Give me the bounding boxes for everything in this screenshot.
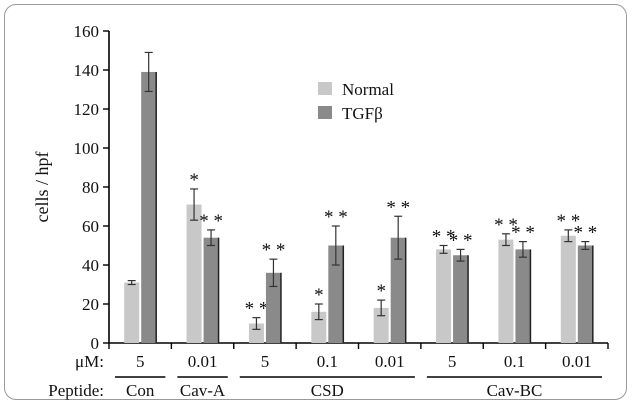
- dose-row-label: μM:: [75, 352, 104, 371]
- y-tick-label: 140: [74, 61, 100, 80]
- bar: [390, 237, 406, 343]
- legend-swatch: [318, 106, 332, 119]
- dose-label: 0.01: [188, 352, 218, 371]
- y-tick-label: 100: [74, 139, 100, 158]
- peptide-label: Cav-BC: [487, 381, 543, 400]
- significance-label: * *: [449, 230, 473, 251]
- significance-label: * *: [324, 207, 348, 228]
- significance-label: * *: [432, 227, 456, 248]
- bar: [515, 249, 531, 343]
- bar: [577, 245, 593, 343]
- bar: [436, 249, 452, 343]
- significance-label: *: [376, 281, 386, 302]
- peptide-label: CSD: [311, 381, 344, 400]
- dose-label: 0.01: [375, 352, 405, 371]
- dose-label: 0.1: [317, 352, 338, 371]
- y-tick-label: 0: [91, 334, 100, 353]
- bar: [373, 307, 389, 343]
- y-tick-label: 60: [82, 217, 99, 236]
- legend-label: TGFβ: [342, 104, 383, 123]
- x-annotations: μM: 5 0.01 5 0.1 0.01 5 0.1 0.01 Peptide: Con Cav-A…: [48, 352, 602, 400]
- significance-label: *: [314, 285, 324, 306]
- dose-label: 0.01: [562, 352, 592, 371]
- legend: Normal TGFβ: [318, 80, 394, 123]
- significance-label: * *: [494, 215, 518, 236]
- y-tick-label: 40: [82, 256, 99, 275]
- dose-label: 5: [448, 352, 457, 371]
- significance-label: * *: [573, 223, 597, 244]
- significance-label: * *: [386, 197, 410, 218]
- bar: [498, 239, 514, 343]
- bar: [141, 71, 157, 343]
- bar: [328, 245, 344, 343]
- significance-label: * *: [199, 211, 223, 232]
- y-tick-label: 80: [82, 178, 99, 197]
- significance-label: * *: [262, 240, 286, 261]
- bars: ** ** ** *** *** ** ** ** ** ** ** *: [124, 51, 597, 343]
- significance-label: * *: [245, 299, 269, 320]
- legend-swatch: [318, 82, 332, 95]
- peptide-label: Cav-A: [180, 381, 226, 400]
- significance-label: * *: [511, 223, 535, 244]
- bar: [186, 204, 202, 343]
- legend-label: Normal: [342, 80, 394, 99]
- y-tick-label: 120: [74, 100, 100, 119]
- dose-label: 5: [261, 352, 270, 371]
- significance-label: * *: [556, 211, 580, 232]
- bar: [248, 323, 264, 343]
- bar: [453, 255, 469, 343]
- bar: [124, 282, 140, 343]
- dose-label: 0.1: [504, 352, 525, 371]
- bar: [265, 272, 281, 343]
- significance-label: *: [189, 170, 199, 191]
- bar: [560, 235, 576, 343]
- y-tick-label: 20: [82, 295, 99, 314]
- peptide-row-label: Peptide:: [48, 381, 104, 400]
- y-axis-title: cells / hpf: [32, 152, 52, 223]
- peptide-label: Con: [126, 381, 155, 400]
- bar: [203, 237, 219, 343]
- dose-label: 5: [136, 352, 145, 371]
- y-tick-label: 160: [74, 22, 100, 41]
